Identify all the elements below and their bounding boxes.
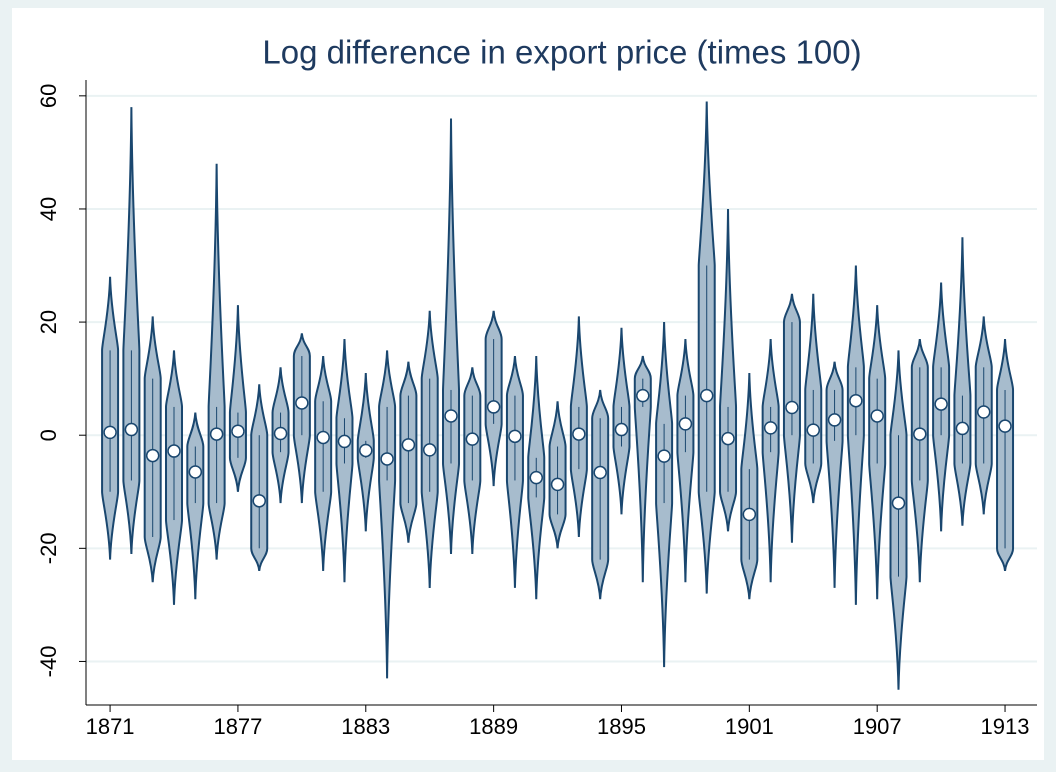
median-marker bbox=[103, 425, 117, 440]
median-marker bbox=[742, 507, 757, 522]
median-marker bbox=[785, 400, 799, 415]
median-marker bbox=[636, 388, 650, 403]
median-marker bbox=[870, 409, 884, 423]
median-marker bbox=[529, 470, 543, 485]
violin bbox=[761, 339, 780, 583]
median-marker bbox=[295, 396, 309, 410]
median-marker bbox=[401, 438, 416, 452]
violin bbox=[719, 208, 738, 532]
x-tick-label: 1895 bbox=[597, 714, 646, 739]
x-tick-label: 1883 bbox=[341, 714, 390, 739]
x-tick-label: 1889 bbox=[469, 714, 518, 739]
median-marker bbox=[849, 393, 863, 408]
y-tick-label: 0 bbox=[36, 429, 61, 441]
violin bbox=[953, 237, 972, 526]
x-tick-label: 1907 bbox=[853, 714, 902, 739]
median-marker bbox=[359, 443, 373, 458]
median-marker bbox=[699, 388, 714, 403]
median-marker bbox=[422, 443, 437, 457]
median-marker bbox=[593, 465, 607, 480]
median-marker bbox=[444, 409, 458, 423]
violin bbox=[676, 339, 695, 583]
violin bbox=[442, 118, 461, 555]
median-marker bbox=[380, 452, 394, 466]
median-marker bbox=[806, 423, 821, 437]
median-marker bbox=[891, 496, 906, 510]
violin bbox=[186, 412, 205, 600]
median-marker bbox=[337, 434, 352, 449]
median-marker bbox=[657, 449, 671, 463]
median-marker bbox=[721, 431, 735, 446]
median-marker bbox=[273, 426, 288, 441]
median-marker bbox=[167, 444, 181, 458]
median-marker bbox=[678, 417, 693, 431]
x-tick-label: 1913 bbox=[981, 714, 1030, 739]
median-marker bbox=[763, 421, 778, 435]
y-tick-label: -40 bbox=[36, 646, 61, 678]
violin bbox=[633, 355, 652, 583]
x-tick-label: 1871 bbox=[86, 714, 135, 739]
median-marker bbox=[827, 413, 842, 427]
median-marker bbox=[145, 448, 160, 463]
median-marker bbox=[976, 405, 991, 419]
median-marker bbox=[316, 430, 330, 445]
violin bbox=[228, 305, 247, 492]
median-marker bbox=[572, 427, 586, 441]
median-marker bbox=[934, 397, 948, 411]
violin bbox=[122, 107, 141, 555]
median-marker bbox=[124, 422, 139, 437]
median-marker bbox=[614, 422, 629, 437]
y-tick-label: 60 bbox=[36, 84, 61, 108]
chart-title: Log difference in export price (times 10… bbox=[262, 34, 861, 71]
median-marker bbox=[252, 494, 266, 508]
violin bbox=[207, 163, 226, 560]
graph-region bbox=[12, 8, 1044, 760]
y-tick-label: 20 bbox=[36, 310, 61, 334]
x-tick-label: 1877 bbox=[213, 714, 262, 739]
violin bbox=[378, 350, 397, 679]
median-marker bbox=[188, 465, 203, 479]
median-marker bbox=[955, 421, 970, 436]
median-marker bbox=[998, 419, 1012, 433]
median-marker bbox=[913, 427, 927, 441]
y-tick-label: 40 bbox=[36, 197, 61, 221]
median-marker bbox=[209, 427, 224, 441]
y-tick-label: -20 bbox=[36, 532, 61, 564]
median-marker bbox=[508, 429, 522, 444]
x-tick-label: 1901 bbox=[725, 714, 774, 739]
median-marker bbox=[231, 424, 245, 438]
median-marker bbox=[550, 477, 565, 492]
median-marker bbox=[486, 400, 501, 414]
median-marker bbox=[465, 432, 480, 446]
